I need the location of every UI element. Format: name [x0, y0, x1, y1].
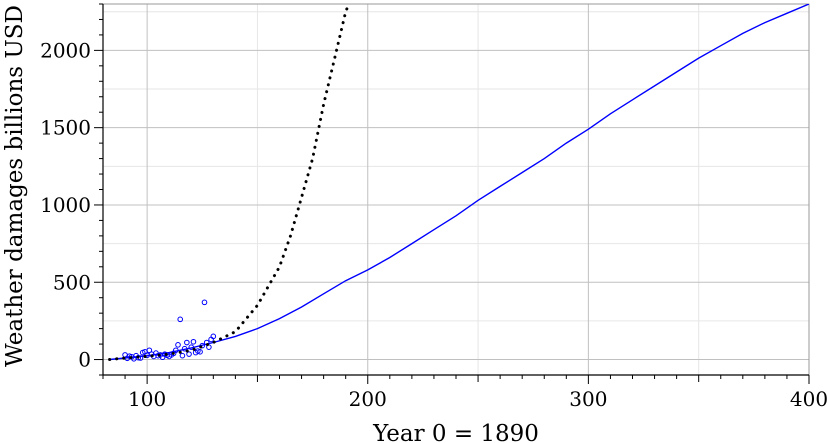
x-tick-label: 100: [128, 387, 166, 411]
data-point: [197, 349, 203, 355]
series-layer: [108, 4, 809, 362]
y-tick-label: 1500: [40, 116, 91, 140]
axes: [102, 4, 809, 376]
exponential-curve-series: [108, 4, 351, 361]
fit-curve-series: [109, 4, 809, 361]
data-point: [175, 342, 181, 348]
data-point: [201, 299, 208, 306]
tick-marks: [94, 3, 810, 384]
data-point: [179, 352, 186, 359]
y-tick-label: 0: [78, 348, 91, 372]
y-tick-label: 500: [53, 270, 91, 294]
tick-labels: 100 200 300 400 0 500 1000 1500 2000: [40, 38, 827, 411]
data-point: [210, 333, 217, 340]
x-tick-label: 300: [569, 387, 607, 411]
plot-frame: [102, 3, 810, 376]
data-point: [177, 316, 184, 323]
x-tick-label: 200: [349, 387, 387, 411]
y-tick-label: 1000: [40, 193, 91, 217]
x-tick-label: 400: [790, 387, 827, 411]
data-point: [135, 354, 142, 361]
data-point: [186, 351, 192, 357]
y-tick-label: 2000: [40, 38, 91, 62]
data-point: [190, 338, 197, 345]
data-point: [184, 339, 190, 346]
observed-points-series: [122, 299, 217, 362]
x-axis-label: Year 0 = 1890: [372, 421, 539, 443]
minor-gridlines: [103, 4, 809, 375]
major-gridlines: [103, 4, 810, 375]
y-axis-label: Weather damages billions USD: [2, 5, 28, 367]
